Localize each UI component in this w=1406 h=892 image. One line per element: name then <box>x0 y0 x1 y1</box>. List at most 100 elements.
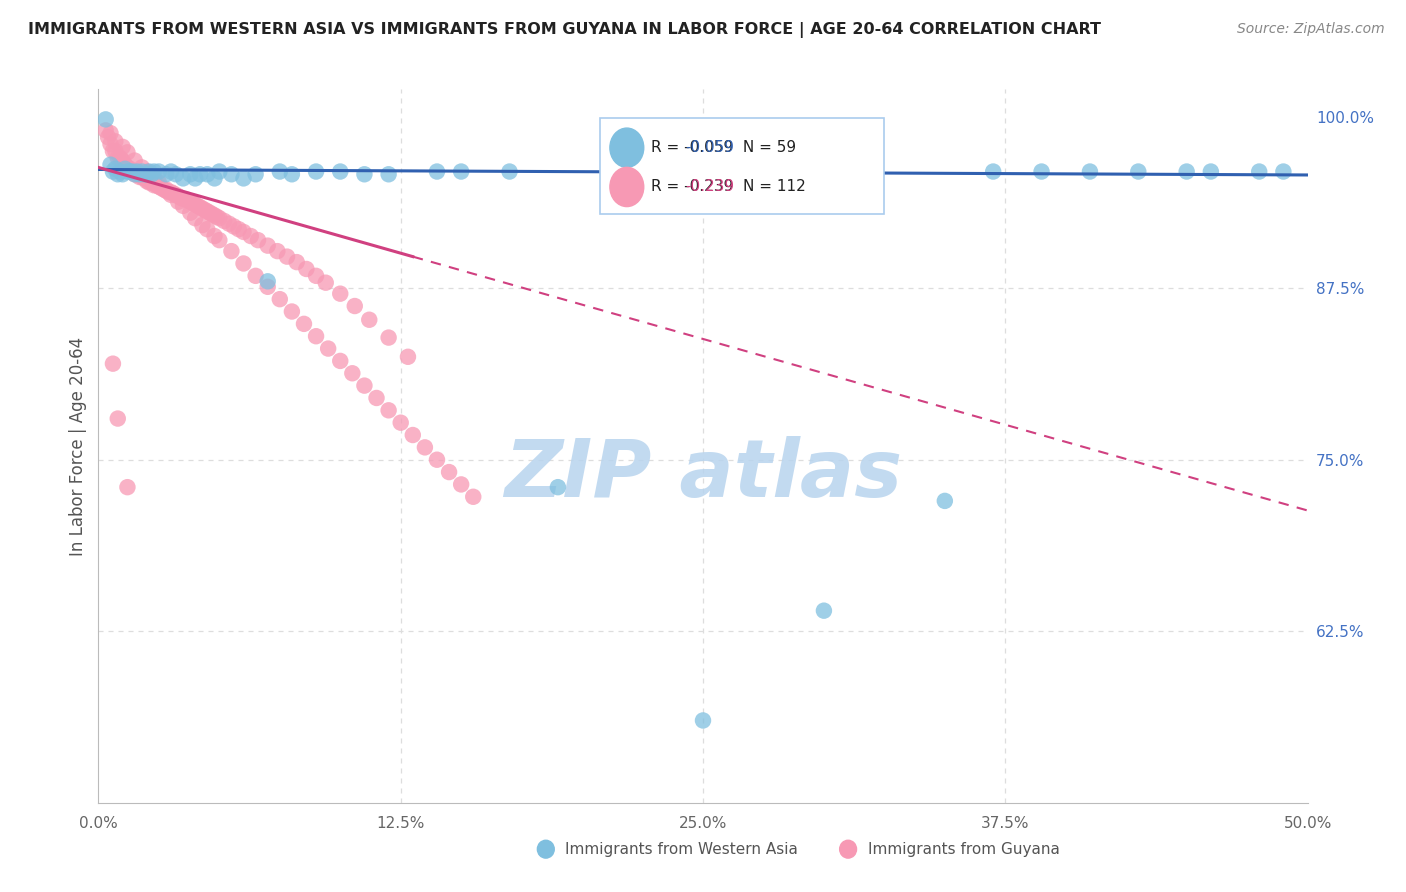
Point <box>100 137 122 152</box>
Point <box>100 126 122 140</box>
Point <box>329 286 352 301</box>
Point <box>1031 164 1053 178</box>
Point <box>167 194 190 209</box>
Point <box>1272 164 1295 178</box>
Ellipse shape <box>610 128 644 168</box>
Point <box>450 164 472 178</box>
Point <box>101 164 124 178</box>
Point <box>114 161 136 176</box>
Point <box>281 167 304 181</box>
Point <box>619 164 641 178</box>
Point <box>94 123 117 137</box>
Point <box>402 428 425 442</box>
Point <box>135 174 157 188</box>
Point <box>1249 164 1271 178</box>
Point <box>124 167 146 181</box>
Point <box>160 185 183 199</box>
Point <box>172 192 194 206</box>
Point <box>222 219 245 234</box>
Point <box>111 140 134 154</box>
Point <box>162 186 184 201</box>
Point <box>138 176 160 190</box>
Text: -0.239: -0.239 <box>685 179 734 194</box>
Point <box>107 411 129 425</box>
Point <box>117 480 139 494</box>
Point <box>450 477 472 491</box>
Point <box>191 218 214 232</box>
Point <box>269 292 291 306</box>
Point <box>353 378 375 392</box>
Point <box>179 205 201 219</box>
Point <box>167 189 190 203</box>
Point <box>160 187 183 202</box>
Point <box>389 416 412 430</box>
Point <box>266 244 288 259</box>
Point <box>138 164 160 178</box>
Point <box>343 299 366 313</box>
Point <box>1175 164 1198 178</box>
Point <box>329 164 352 178</box>
Point <box>205 210 228 224</box>
Point <box>195 222 218 236</box>
Point <box>135 171 157 186</box>
Point <box>155 184 177 198</box>
Point <box>160 164 183 178</box>
Point <box>169 191 191 205</box>
Point <box>101 357 124 371</box>
Point <box>134 167 156 181</box>
Point <box>547 480 569 494</box>
Point <box>155 182 177 196</box>
Point <box>295 262 318 277</box>
Point <box>127 167 149 181</box>
Text: IMMIGRANTS FROM WESTERN ASIA VS IMMIGRANTS FROM GUYANA IN LABOR FORCE | AGE 20-6: IMMIGRANTS FROM WESTERN ASIA VS IMMIGRAN… <box>28 22 1101 38</box>
Point <box>813 604 835 618</box>
Point <box>191 202 214 216</box>
Point <box>305 329 328 343</box>
Point <box>208 164 231 178</box>
Text: R = -0.239  N = 112: R = -0.239 N = 112 <box>651 179 806 194</box>
Point <box>124 167 146 181</box>
Point <box>228 222 250 236</box>
Point <box>256 238 278 252</box>
Point <box>97 130 120 145</box>
Point <box>276 250 298 264</box>
Point <box>208 211 231 226</box>
Point <box>148 179 170 194</box>
Point <box>740 164 762 178</box>
Point <box>201 207 224 221</box>
Point <box>148 164 170 178</box>
Point <box>124 164 146 178</box>
Point <box>194 202 217 217</box>
Point <box>187 199 209 213</box>
Point <box>1078 164 1101 178</box>
Point <box>143 171 166 186</box>
Point <box>143 178 166 193</box>
Point <box>111 167 134 181</box>
Point <box>342 366 364 380</box>
Point <box>131 169 153 184</box>
Point <box>359 312 381 326</box>
Point <box>141 176 163 190</box>
Point <box>184 197 207 211</box>
Point <box>198 205 221 219</box>
Text: Immigrants from Western Asia: Immigrants from Western Asia <box>565 842 799 856</box>
Point <box>204 171 226 186</box>
Point <box>128 169 150 184</box>
Point <box>498 164 520 178</box>
Point <box>184 171 207 186</box>
Point <box>135 164 157 178</box>
Point <box>145 178 167 193</box>
Text: Source: ZipAtlas.com: Source: ZipAtlas.com <box>1237 22 1385 37</box>
Point <box>377 330 399 344</box>
Point <box>118 161 141 176</box>
Point <box>212 214 235 228</box>
Point <box>148 176 170 190</box>
Point <box>104 161 127 176</box>
Point <box>1199 164 1222 178</box>
Point <box>981 164 1004 178</box>
Point <box>463 490 485 504</box>
Point <box>692 714 714 728</box>
Point <box>377 403 399 417</box>
Point <box>104 134 127 148</box>
Point <box>305 268 328 283</box>
